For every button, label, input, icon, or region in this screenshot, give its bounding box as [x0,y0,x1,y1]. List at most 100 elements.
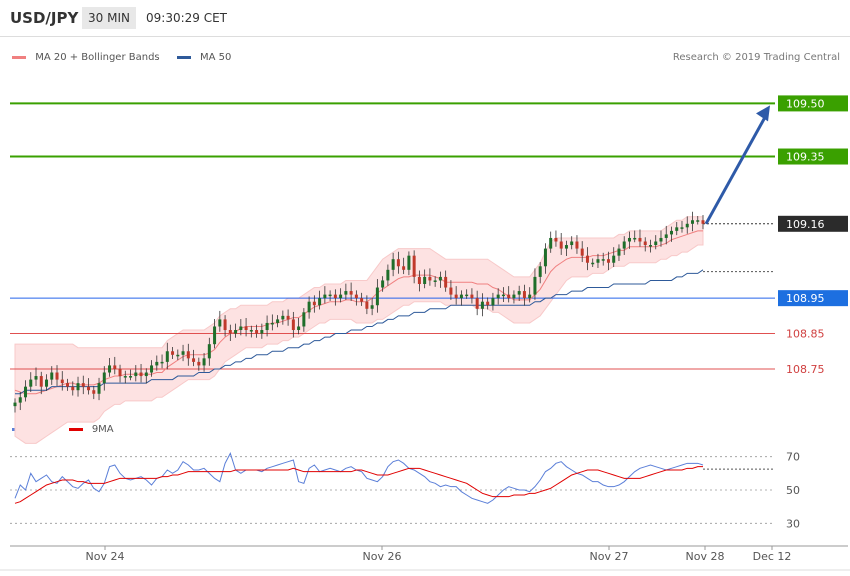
x-tick-label: Nov 24 [86,550,125,563]
candle-body [617,248,621,256]
candle-body [276,319,280,323]
x-tick-label: Nov 26 [363,550,402,563]
candle-body [286,315,290,320]
candle-body [664,234,668,238]
time-label: 09:30:29 CET [146,11,227,25]
candle-body [223,319,227,331]
candle-body [349,291,353,295]
legend-ma50: MA 50 [176,52,231,63]
candle-body [591,262,595,265]
candle-body [144,372,148,377]
candle-body [186,351,190,359]
research-credit: Research © 2019 Trading Central [672,52,840,63]
candle-body [260,330,264,334]
candle-body [92,390,96,394]
rsi-swatch [12,427,26,431]
candle-body [381,280,385,288]
candle-body [60,379,64,384]
price-tag-label: 108.85 [786,328,825,341]
candle-body [459,294,463,299]
candle-body [465,294,469,297]
candle-body [470,294,474,299]
candle-body [386,269,390,281]
candle-body [265,322,269,331]
candle-body [202,358,206,366]
x-tick-label: Nov 28 [686,550,725,563]
rsi-level-label: 70 [786,451,800,464]
candle-body [24,386,28,398]
candle-body [81,383,85,387]
candle-body [648,245,652,247]
rsi-level-label: 30 [786,517,800,530]
candle-body [165,351,169,362]
candle-body [344,291,348,295]
candle-body [696,220,700,222]
candle-body [606,259,610,263]
candle-body [690,220,694,224]
price-tag-bg [778,148,848,165]
candle-body [354,294,358,299]
price-tag-label: 108.75 [786,363,825,376]
candle-body [543,248,547,267]
candle-body [633,237,637,240]
main-legend: MA 20 + Bollinger Bands MA 50 [12,52,245,63]
candle-body [522,291,526,299]
candle-body [307,301,311,313]
candle-body [66,383,70,387]
candle-body [491,298,495,306]
candle-body [50,372,54,380]
candle-body [533,276,537,295]
legend-9ma-label: 9MA [91,424,114,435]
candle-body [570,241,574,246]
candle-body [549,237,553,249]
candle-body [559,241,563,249]
ma50-line [15,269,704,395]
candle-body [585,255,589,263]
candle-body [501,294,505,297]
interval-selector[interactable]: 30 MIN [82,7,136,29]
price-tag-bg [778,95,848,112]
price-tag-0: 109.50 [778,95,848,112]
candle-body [638,237,642,242]
candle-body [207,344,211,359]
candle-body [139,372,143,377]
ma50-swatch [176,55,191,59]
candle-body [249,330,253,332]
chart-header: USD/JPY 30 MIN 09:30:29 CET [0,0,850,36]
candle-body [39,376,43,387]
candle-body [396,259,400,267]
forecast-arrow-head [756,105,770,122]
candle-body [134,372,138,377]
header-divider [0,36,850,37]
candle-body [155,361,159,366]
candle-body [449,287,453,295]
ma9-swatch [68,427,83,431]
candle-body [564,245,568,249]
candle-body [218,319,222,327]
candle-body [55,372,59,380]
price-tag-label: 108.95 [786,292,825,305]
candle-body [328,294,332,297]
candle-body [333,294,337,299]
candle-body [685,223,689,228]
candle-body [496,294,500,299]
candle-body [228,330,232,334]
candle-body [444,276,448,288]
candle-body [192,358,196,362]
symbol-label: USD/JPY [10,9,79,27]
candle-body [171,351,175,355]
candle-body [517,291,521,295]
candle-body [680,227,684,229]
rsi-line [14,452,704,504]
x-tick-label: Nov 27 [590,550,629,563]
candle-body [391,259,395,270]
price-tag-2: 109.16 [778,215,848,232]
candle-body [659,237,663,242]
candle-body [575,241,579,249]
x-tick-label: Dec 12 [753,550,792,563]
candle-body [255,330,259,334]
forecast-arrow-line [704,114,768,225]
rsi-ma-line [14,466,703,504]
candle-body [297,326,301,331]
